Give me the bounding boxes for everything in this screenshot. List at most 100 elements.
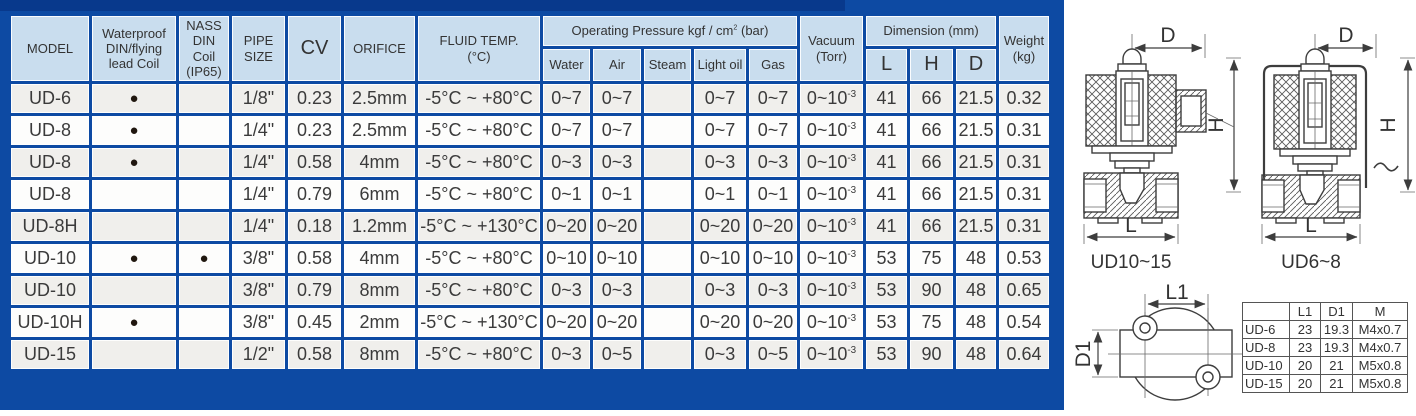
cell-gas: 0~5 — [749, 340, 797, 370]
cell-light-oil: 0~3 — [694, 148, 746, 178]
cell-dim-h: 66 — [910, 84, 953, 114]
dim-label-l: L — [1305, 214, 1317, 237]
cell-vacuum: 0~10-3 — [800, 244, 863, 274]
cell-orifice: 8mm — [344, 340, 415, 370]
cell-cv: 0.23 — [288, 84, 341, 114]
cell-orifice: 2.5mm — [344, 116, 415, 146]
cell-waterproof-coil — [92, 180, 176, 210]
cell-steam — [644, 84, 691, 114]
cell-vacuum: 0~10-3 — [800, 116, 863, 146]
cell-air: 0~1 — [593, 180, 641, 210]
cell-gas: 0~20 — [749, 308, 797, 338]
cell-cv: 0.79 — [288, 180, 341, 210]
cell-water: 0~20 — [543, 212, 590, 242]
cell-waterproof-coil — [92, 340, 176, 370]
dimension-l-arrow: L — [1261, 214, 1361, 244]
mount-header-model — [1242, 302, 1290, 321]
cell-dim-d: 21.5 — [956, 148, 996, 178]
cell-pipe-size: 1/8" — [232, 84, 285, 114]
cell-fluid-temp: -5°C ~ +130°C — [418, 212, 540, 242]
cell-vacuum: 0~10-3 — [800, 340, 863, 370]
mount-row-ud-8: UD-8 23 19.3 M4x0.7 — [1242, 338, 1408, 357]
cell-dim-l: 41 — [866, 116, 907, 146]
mount-cell: 21 — [1320, 374, 1353, 393]
cell-dim-d: 48 — [956, 308, 996, 338]
cell-cv: 0.45 — [288, 308, 341, 338]
mount-cell-model: UD-6 — [1242, 320, 1290, 339]
cell-dim-l: 41 — [866, 212, 907, 242]
mount-cell: 21 — [1320, 356, 1353, 375]
cell-dim-h: 75 — [910, 244, 953, 274]
cell-gas: 0~20 — [749, 212, 797, 242]
cell-dim-h: 66 — [910, 212, 953, 242]
mount-dimension-table: L1 D1 M UD-6 23 19.3 M4x0.7 UD-8 23 19.3 M4x0.7 UD… — [1242, 302, 1408, 393]
col-header-dim-h: H — [910, 48, 953, 82]
dim-label-h: H — [1377, 117, 1400, 132]
cell-water: 0~3 — [543, 340, 590, 370]
cell-nass-coil — [179, 276, 229, 306]
cell-vacuum: 0~10-3 — [800, 212, 863, 242]
cell-steam — [644, 148, 691, 178]
cell-water: 0~20 — [543, 308, 590, 338]
cell-weight: 0.31 — [999, 148, 1049, 178]
cell-dim-d: 21.5 — [956, 180, 996, 210]
cell-air: 0~7 — [593, 84, 641, 114]
cell-orifice: 4mm — [344, 148, 415, 178]
cell-light-oil: 0~7 — [694, 116, 746, 146]
cell-cv: 0.79 — [288, 276, 341, 306]
cell-pipe-size: 1/4" — [232, 180, 285, 210]
valve-body-drawing — [1083, 48, 1235, 224]
cell-model: UD-6 — [11, 84, 89, 114]
cell-nass-coil — [179, 212, 229, 242]
cell-cv: 0.23 — [288, 116, 341, 146]
cell-dim-h: 90 — [910, 340, 953, 370]
cell-waterproof-coil — [92, 276, 176, 306]
weight-line2: (kg) — [1012, 48, 1036, 64]
cell-pipe-size: 1/4" — [232, 212, 285, 242]
cell-dim-l: 53 — [866, 244, 907, 274]
cell-nass-coil — [179, 84, 229, 114]
cell-model: UD-15 — [11, 340, 89, 370]
cell-water: 0~7 — [543, 116, 590, 146]
cell-steam — [644, 212, 691, 242]
mount-row-ud-6: UD-6 23 19.3 M4x0.7 — [1242, 320, 1408, 339]
mount-cell: 19.3 — [1320, 338, 1353, 357]
spec-row-ud-15: UD-15 1/2" 0.58 8mm -5°C ~ +80°C 0~3 0~5 0~3 0~5… — [11, 340, 1049, 370]
mount-header-M: M — [1352, 302, 1408, 321]
cell-gas: 0~3 — [749, 276, 797, 306]
cell-weight: 0.31 — [999, 180, 1049, 210]
cell-vacuum: 0~10-3 — [800, 308, 863, 338]
spec-row-ud-8: UD-8 ● 1/4" 0.23 2.5mm -5°C ~ +80°C 0~7 0~7 0~7 0… — [11, 116, 1049, 146]
cell-light-oil: 0~20 — [694, 212, 746, 242]
cell-dim-h: 66 — [910, 148, 953, 178]
cell-weight: 0.65 — [999, 276, 1049, 306]
col-header-air: Air — [593, 48, 641, 82]
col-header-weight: Weight (kg) — [999, 16, 1049, 82]
col-header-orifice: ORIFICE — [344, 16, 415, 82]
cell-gas: 0~10 — [749, 244, 797, 274]
cell-light-oil: 0~10 — [694, 244, 746, 274]
cell-light-oil: 0~20 — [694, 308, 746, 338]
spec-row-ud-8h: UD-8H 1/4" 0.18 1.2mm -5°C ~ +130°C 0~20 0~20 0… — [11, 212, 1049, 242]
mounting-hole-icon — [1132, 315, 1158, 341]
cell-dim-d: 21.5 — [956, 116, 996, 146]
cell-dim-l: 53 — [866, 276, 907, 306]
col-header-dimension: Dimension (mm) — [866, 16, 996, 46]
cell-air: 0~3 — [593, 276, 641, 306]
mount-header-D1: D1 — [1320, 302, 1353, 321]
cell-model: UD-10H — [11, 308, 89, 338]
cell-waterproof-coil: ● — [92, 308, 176, 338]
cell-air: 0~5 — [593, 340, 641, 370]
col-header-nass-coil: NASS DIN Coil (IP65) — [179, 16, 229, 82]
vacuum-line1: Vacuum — [808, 33, 855, 49]
cell-waterproof-coil: ● — [92, 84, 176, 114]
cell-vacuum: 0~10-3 — [800, 276, 863, 306]
cell-gas: 0~7 — [749, 84, 797, 114]
col-header-pipe-size: PIPE SIZE — [232, 16, 285, 82]
cell-dim-h: 66 — [910, 180, 953, 210]
cell-fluid-temp: -5°C ~ +80°C — [418, 84, 540, 114]
mount-cell-model: UD-15 — [1242, 374, 1290, 393]
diagram-caption-ud10-15: UD10~15 — [1091, 252, 1172, 273]
spec-row-ud-6: UD-6 ● 1/8" 0.23 2.5mm -5°C ~ +80°C 0~7 0~7 0~7 0… — [11, 84, 1049, 114]
col-header-dim-l: L — [866, 48, 907, 82]
